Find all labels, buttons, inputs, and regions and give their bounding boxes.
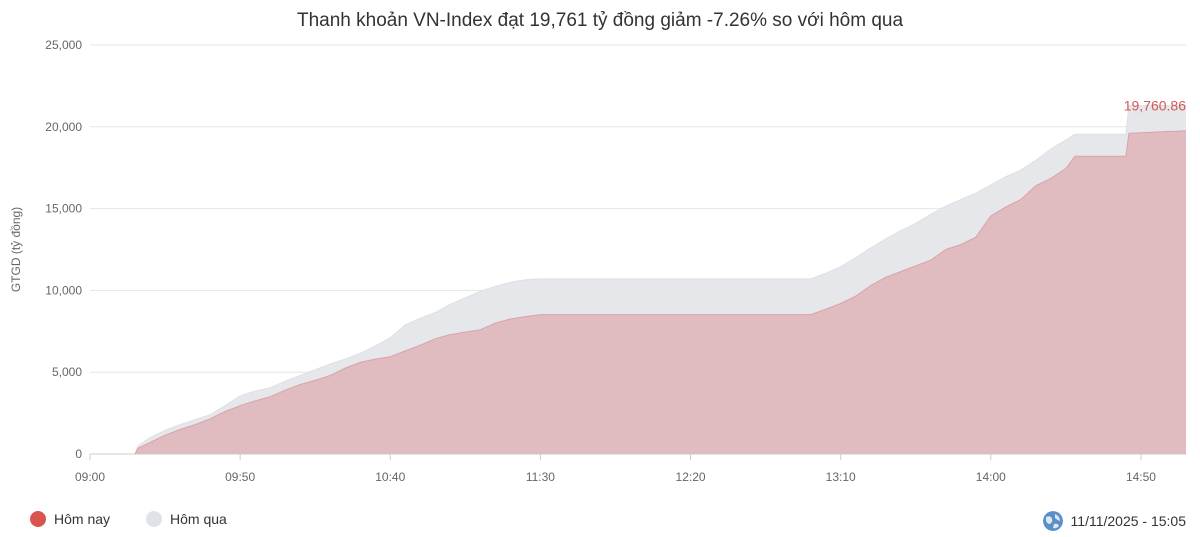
x-tick-label: 13:10 (826, 470, 856, 484)
y-tick-label: 15,000 (45, 202, 82, 216)
legend-label-yesterday: Hôm qua (170, 511, 227, 527)
legend-item-yesterday[interactable]: Hôm qua (146, 511, 227, 527)
x-tick-label: 14:50 (1126, 470, 1156, 484)
y-tick-label: 0 (75, 447, 82, 461)
x-axis-ticks: 09:00 09:50 10:40 11:30 12:20 13:10 14:00 14:50 (75, 454, 1156, 484)
x-tick-label: 10:40 (375, 470, 405, 484)
x-tick-label: 11:30 (526, 470, 555, 484)
y-tick-label: 10,000 (45, 283, 82, 297)
series-area-today (135, 130, 1186, 454)
x-tick-label: 09:50 (225, 470, 255, 484)
globe-icon (1042, 511, 1063, 531)
y-tick-label: 20,000 (45, 120, 82, 134)
y-tick-label: 25,000 (45, 38, 82, 52)
legend-dot-yesterday (146, 511, 162, 527)
x-tick-label: 09:00 (75, 470, 105, 484)
x-tick-label: 12:20 (676, 470, 706, 484)
legend-item-today[interactable]: Hôm nay (30, 511, 110, 527)
legend-dot-today (30, 511, 46, 527)
y-axis-label: GTGD (tỷ đồng) (9, 207, 23, 292)
y-tick-label: 5,000 (52, 365, 82, 379)
timestamp-text: 11/11/2025 - 15:05 (1070, 513, 1186, 529)
series-line-yesterday (134, 105, 1186, 455)
x-tick-label: 14:00 (976, 470, 1006, 484)
legend-label-today: Hôm nay (54, 511, 111, 527)
chart-title: Thanh khoản VN-Index đạt 19,761 tỷ đồng … (296, 10, 904, 31)
series-line-today (134, 130, 1187, 455)
last-value-label: 19,760.86 (1124, 98, 1186, 114)
timestamp: 11/11/2025 - 15:05 (1042, 511, 1186, 531)
y-axis-ticks: 25,000 20,000 15,000 10,000 5,000 0 (45, 38, 82, 461)
series-areas (134, 105, 1187, 455)
